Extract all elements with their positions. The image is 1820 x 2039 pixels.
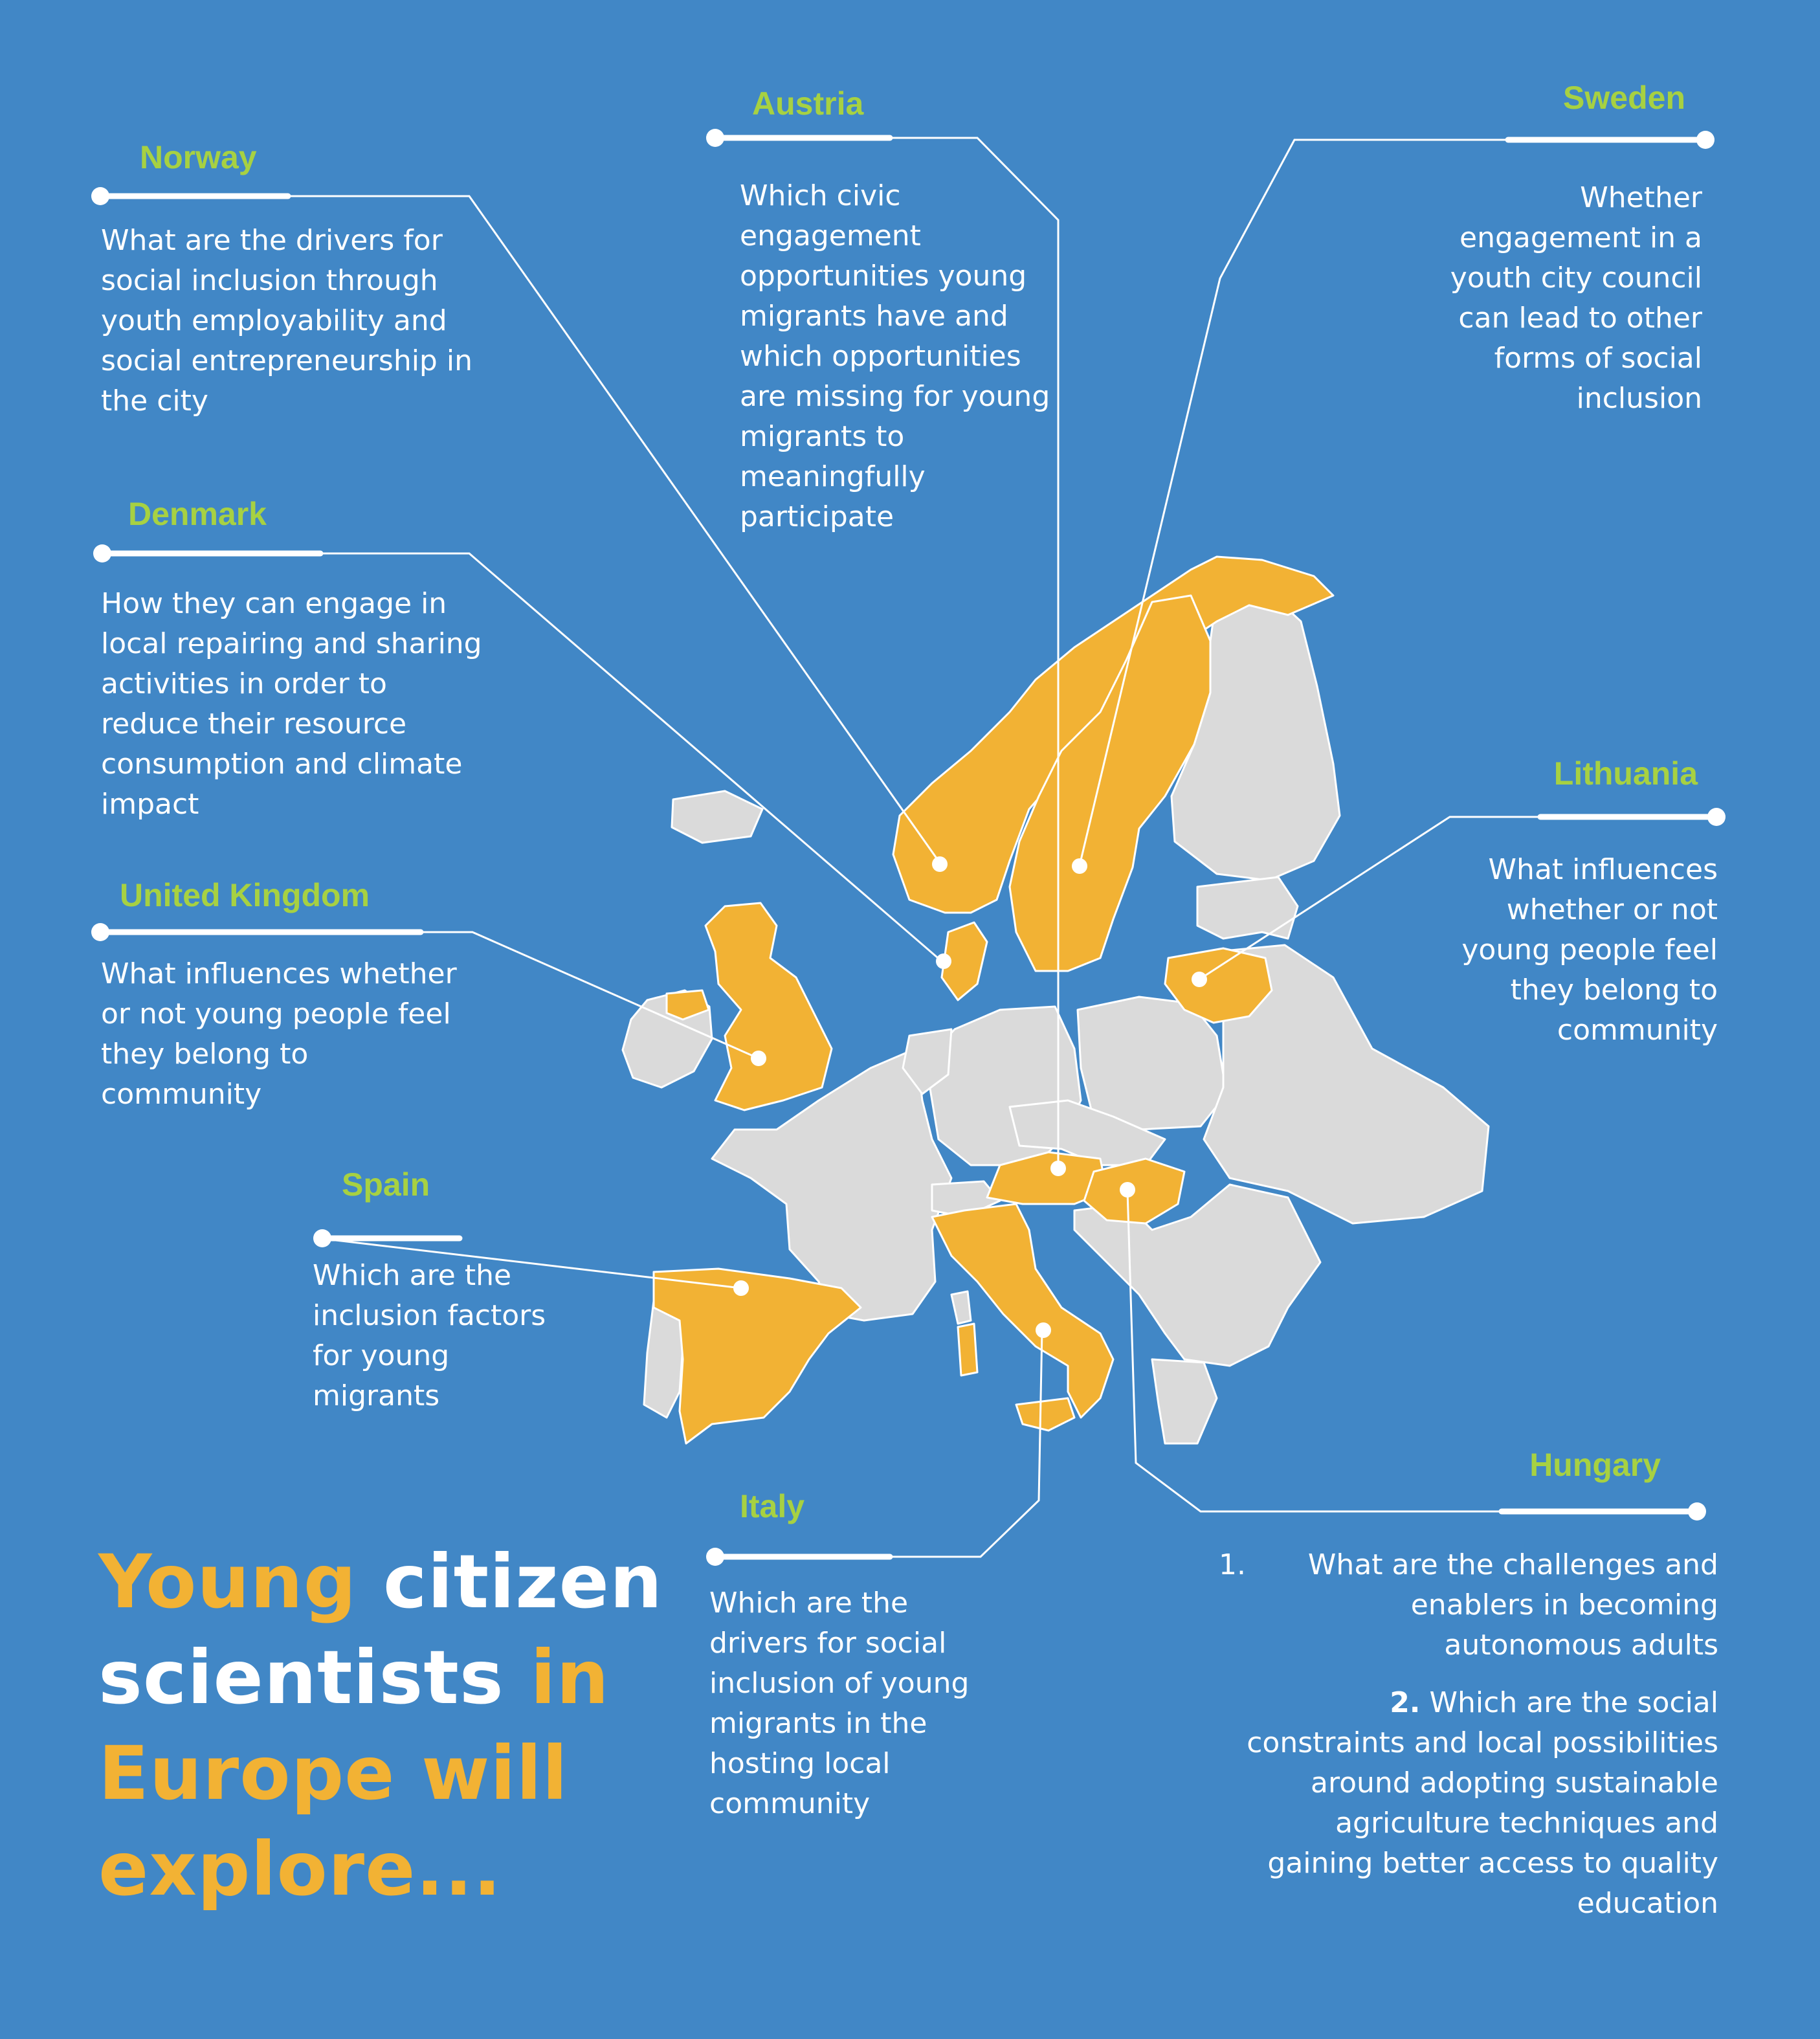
spain-name: Spain: [342, 1166, 430, 1203]
dot-norway-label: [91, 187, 109, 205]
hungary-q2-number: 2.: [1390, 1686, 1421, 1719]
headline-part-3: in Europe will explore...: [98, 1634, 610, 1912]
country-iceland: [671, 790, 764, 844]
country-norway: [892, 555, 1335, 914]
italy-name: Italy: [740, 1488, 805, 1524]
connector-sweden: [1078, 139, 1709, 866]
country-estonia-latvia: [1196, 876, 1299, 940]
country-benelux: [902, 1028, 953, 1095]
lithuania-question: What influences whether or not young peo…: [1461, 853, 1718, 1047]
dot-austria-map: [1050, 1161, 1066, 1176]
hungary-q2-text: Which are the social constraints and loc…: [1247, 1686, 1718, 1920]
connector-hungary: [1126, 1190, 1700, 1513]
hungary-question-2: 2. Which are the social constraints and …: [1239, 1683, 1718, 1924]
country-france: [711, 1047, 953, 1322]
connector-dots: [91, 129, 1726, 1566]
dot-norway-map: [932, 856, 948, 872]
connector-spain: [318, 1237, 742, 1289]
sweden-name: Sweden: [1563, 80, 1685, 116]
headline: Young citizen scientists in Europe will …: [98, 1534, 681, 1917]
grey-countries: [621, 581, 1490, 1445]
country-sardinia-corsica: [950, 1290, 972, 1325]
highlighted-countries: [652, 555, 1335, 1445]
dot-denmark-label: [93, 544, 111, 563]
hungary-question-1: 1. What are the challenges and enablers …: [1219, 1545, 1718, 1666]
dot-denmark-map: [936, 953, 951, 969]
lithuania-name: Lithuania: [1553, 755, 1698, 792]
country-northern-ireland: [665, 989, 710, 1021]
denmark-question: How they can engage in local repairing a…: [101, 587, 482, 821]
country-greece: [1151, 1358, 1218, 1445]
dot-italy-label: [706, 1548, 724, 1566]
denmark-name: Denmark: [128, 496, 267, 532]
headline-part-1: Young: [98, 1539, 357, 1625]
dot-united-kingdom-label: [91, 923, 109, 941]
dot-spain-map: [733, 1280, 749, 1296]
dot-sweden-label: [1696, 131, 1715, 149]
country-sardinia: [957, 1322, 979, 1377]
dot-united-kingdom-map: [751, 1051, 766, 1066]
hungary-q1-number: 1.: [1219, 1548, 1246, 1581]
connector-bars: [97, 135, 1720, 1560]
austria-name: Austria: [752, 85, 864, 122]
dot-hungary-map: [1120, 1182, 1135, 1198]
dot-italy-map: [1036, 1322, 1051, 1338]
country-balkans: [1073, 1183, 1322, 1367]
country-belarus-ukraine-east: [1203, 944, 1490, 1225]
dot-spain-label: [313, 1229, 331, 1247]
italy-question: Which are the drivers for social inclusi…: [709, 1587, 970, 1820]
country-united-kingdom: [704, 902, 833, 1111]
spain-question: Which are the inclusion factors for youn…: [313, 1259, 546, 1412]
austria-question: Which civic engagement opportunities you…: [740, 179, 1050, 533]
dot-sweden-map: [1072, 858, 1087, 874]
united-kingdom-question: What influences whether or not young peo…: [101, 957, 457, 1111]
dot-austria-label: [706, 129, 724, 147]
dot-lithuania-map: [1192, 972, 1207, 987]
country-spain: [652, 1267, 862, 1445]
norway-question: What are the drivers for social inclusio…: [101, 224, 472, 418]
hungary-name: Hungary: [1529, 1447, 1661, 1483]
sweden-question: Whether engagement in a youth city counc…: [1450, 181, 1702, 415]
country-denmark: [940, 921, 988, 1001]
dot-lithuania-label: [1707, 808, 1726, 826]
united-kingdom-name: United Kingdom: [120, 877, 370, 913]
country-poland: [1076, 996, 1228, 1131]
country-lithuania: [1164, 947, 1273, 1024]
norway-name: Norway: [140, 139, 257, 175]
headline-part-2: citizen scientists: [98, 1539, 663, 1721]
country-sicily: [1015, 1397, 1076, 1432]
country-italy: [931, 1203, 1115, 1419]
dot-hungary-label: [1688, 1502, 1706, 1521]
hungary-q1-text: What are the challenges and enablers in …: [1307, 1548, 1718, 1662]
